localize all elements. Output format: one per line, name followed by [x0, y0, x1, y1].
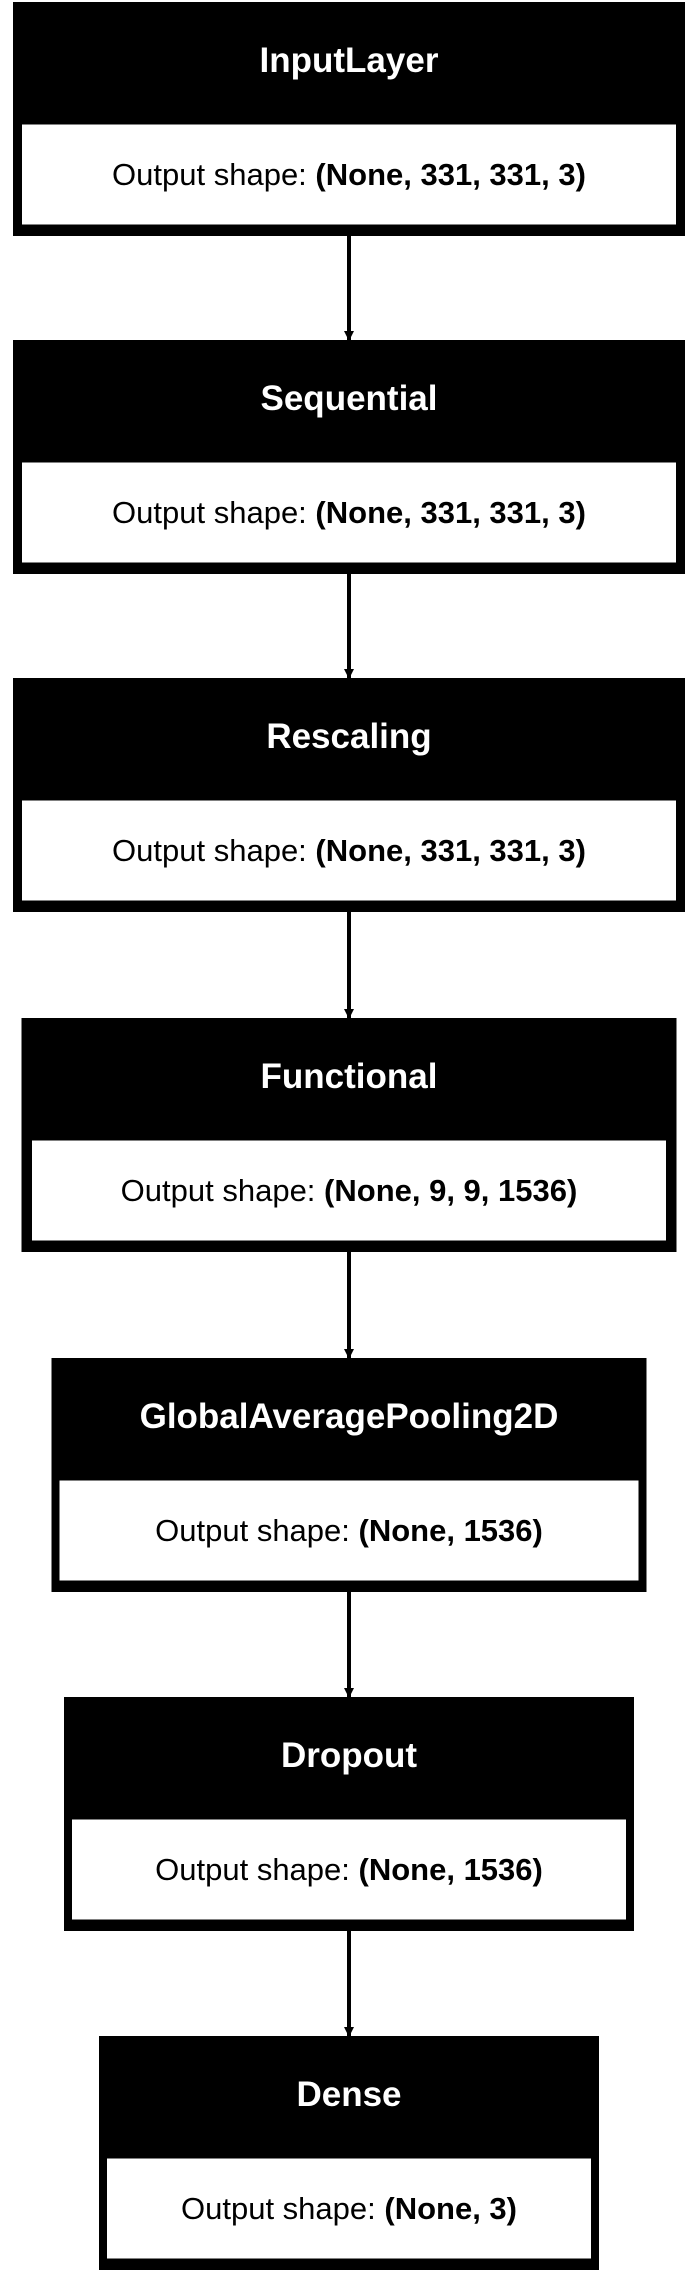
output-shape-value: (None, 3) [384, 2191, 517, 2226]
output-shape-value: (None, 1536) [359, 1513, 543, 1548]
output-shape-panel [21, 123, 677, 226]
layer-node-dense: Dense Output shape: (None, 3) [99, 2036, 599, 2270]
output-shape-label: Output shape: [112, 157, 315, 192]
output-shape-value: (None, 1536) [359, 1852, 543, 1887]
output-shape-panel [21, 461, 677, 564]
output-shape-panel [31, 1139, 667, 1242]
output-shape-panel [21, 799, 677, 902]
layer-node-global-average-pooling2-d: GlobalAveragePooling2D Output shape: (Non… [51, 1358, 647, 1592]
layer-name: Rescaling [266, 717, 431, 756]
layer-name: Functional [261, 1057, 438, 1096]
output-shape-panel [106, 2157, 592, 2260]
layer-node-rescaling: Rescaling Output shape: (None, 331, 331, … [13, 678, 685, 912]
output-shape-text: Output shape: (None, 9, 9, 1536) [121, 1173, 578, 1208]
output-shape-text: Output shape: (None, 331, 331, 3) [112, 157, 586, 192]
output-shape-text: Output shape: (None, 331, 331, 3) [112, 833, 586, 868]
layer-node-sequential: Sequential Output shape: (None, 331, 331,… [13, 340, 685, 574]
output-shape-text: Output shape: (None, 3) [181, 2191, 517, 2226]
output-shape-label: Output shape: [121, 1173, 324, 1208]
output-shape-text: Output shape: (None, 1536) [155, 1513, 543, 1548]
layer-name: Dropout [281, 1736, 417, 1775]
layer-node-functional: Functional Output shape: (None, 9, 9, 153… [21, 1018, 677, 1252]
output-shape-label: Output shape: [155, 1513, 358, 1548]
layer-name: InputLayer [260, 41, 439, 80]
layer-name: Sequential [261, 379, 438, 418]
layer-node-dropout: Dropout Output shape: (None, 1536) [64, 1697, 634, 1931]
output-shape-panel [71, 1818, 627, 1921]
output-shape-panel [58, 1479, 640, 1582]
output-shape-label: Output shape: [112, 833, 315, 868]
output-shape-value: (None, 331, 331, 3) [315, 157, 586, 192]
output-shape-label: Output shape: [112, 495, 315, 530]
output-shape-text: Output shape: (None, 1536) [155, 1852, 543, 1887]
output-shape-value: (None, 331, 331, 3) [315, 833, 586, 868]
layer-name: Dense [296, 2075, 401, 2114]
layer-node-input-layer: InputLayer Output shape: (None, 331, 331,… [13, 2, 685, 236]
output-shape-value: (None, 331, 331, 3) [315, 495, 586, 530]
layer-name: GlobalAveragePooling2D [140, 1397, 559, 1436]
output-shape-label: Output shape: [155, 1852, 358, 1887]
output-shape-text: Output shape: (None, 331, 331, 3) [112, 495, 586, 530]
output-shape-value: (None, 9, 9, 1536) [324, 1173, 577, 1208]
layer-nodes: InputLayer Output shape: (None, 331, 331,… [13, 2, 685, 2270]
output-shape-label: Output shape: [181, 2191, 384, 2226]
